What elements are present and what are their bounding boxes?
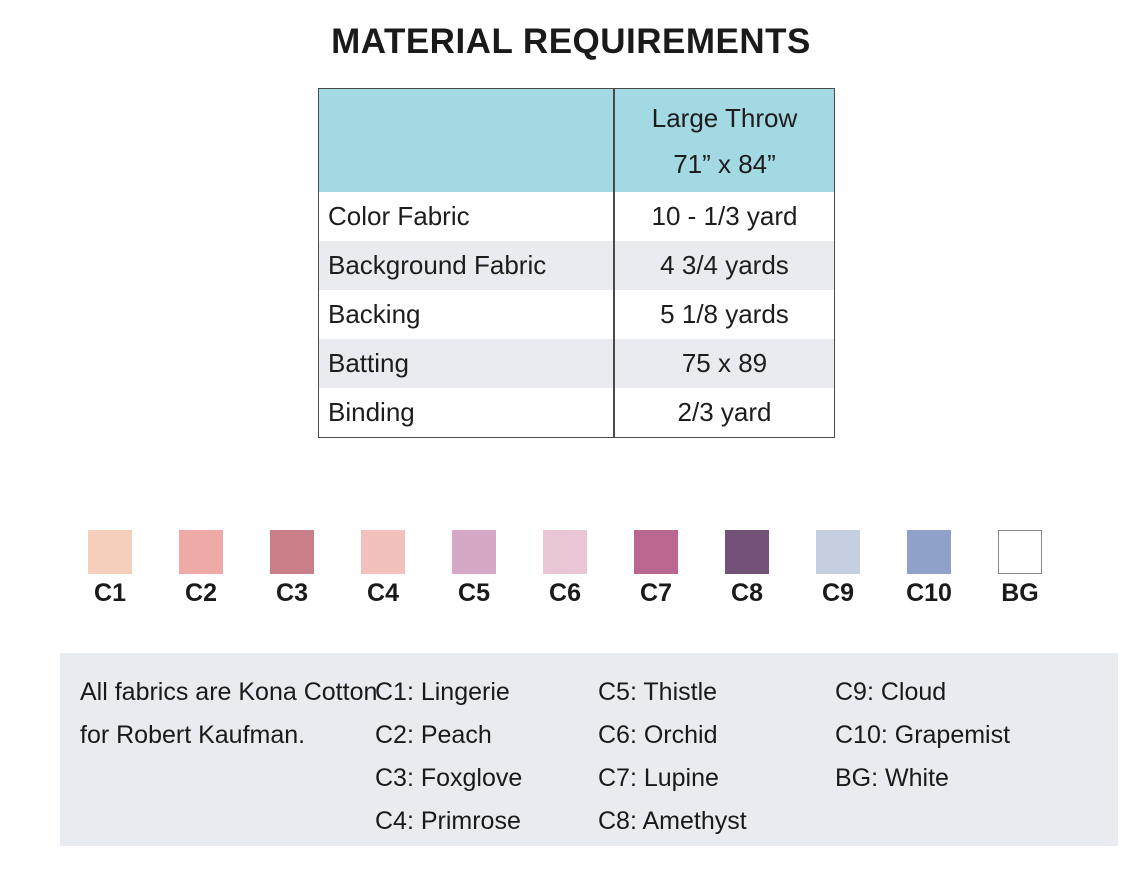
legend-column-2: C5: Thistle C6: Orchid C7: Lupine C8: Am… [598, 671, 747, 843]
row-value: 4 3/4 yards [613, 241, 834, 290]
fabric-legend-panel: All fabrics are Kona Cotton for Robert K… [60, 653, 1118, 846]
legend-column-1: C1: Lingerie C2: Peach C3: Foxglove C4: … [375, 671, 522, 843]
swatch-c10: C10 [906, 530, 952, 608]
legend-note: All fabrics are Kona Cotton for Robert K… [80, 678, 378, 749]
page-title: MATERIAL REQUIREMENTS [331, 22, 811, 61]
swatch-c4: C4 [361, 530, 405, 608]
swatch-c8: C8 [725, 530, 769, 608]
table-header-row: Large Throw 71” x 84” [319, 89, 834, 192]
swatch-color-c1 [88, 530, 132, 574]
row-label: Binding [328, 397, 415, 427]
swatch-color-c2 [179, 530, 223, 574]
row-value: 5 1/8 yards [613, 290, 834, 339]
swatch-label: C8 [731, 579, 763, 607]
swatch-label: C7 [640, 579, 672, 607]
swatch-label: C3 [276, 579, 308, 607]
swatch-color-c8 [725, 530, 769, 574]
swatch-label: C9 [822, 579, 854, 607]
swatch-color-c9 [816, 530, 860, 574]
table-header-size-cell: Large Throw 71” x 84” [613, 89, 834, 192]
legend-entry: C6: Orchid [598, 721, 718, 749]
swatch-label: C1 [94, 579, 126, 607]
legend-entry: C5: Thistle [598, 678, 718, 706]
table-row: Color Fabric 10 - 1/3 yard [319, 192, 834, 241]
legend-entry: C10: Grapemist [835, 721, 1011, 749]
row-value: 75 x 89 [613, 339, 834, 388]
swatch-c2: C2 [179, 530, 223, 608]
swatch-c5: C5 [452, 530, 496, 608]
swatch-label: C4 [367, 579, 399, 607]
legend-entry: BG: White [835, 764, 949, 792]
swatch-color-c7 [634, 530, 678, 574]
swatch-color-c5 [452, 530, 496, 574]
swatch-c6: C6 [543, 530, 587, 608]
row-label: Backing [328, 299, 421, 329]
legend-entry: C7: Lupine [598, 764, 719, 792]
row-label: Batting [328, 348, 409, 378]
row-label: Color Fabric [328, 201, 470, 231]
materials-table: Large Throw 71” x 84” Color Fabric 10 - … [318, 88, 835, 438]
row-value: 10 - 1/3 yard [613, 192, 834, 241]
swatch-label: BG [1001, 579, 1039, 607]
swatch-color-c6 [543, 530, 587, 574]
swatch-label: C6 [549, 579, 581, 607]
swatch-c1: C1 [88, 530, 132, 608]
swatch-c7: C7 [634, 530, 678, 608]
swatch-bg: BG [998, 530, 1042, 608]
swatch-c3: C3 [270, 530, 314, 608]
legend-entry: C9: Cloud [835, 678, 947, 706]
swatch-label: C2 [185, 579, 217, 607]
table-row: Backing 5 1/8 yards [319, 290, 834, 339]
swatch-label: C10 [906, 579, 952, 607]
swatch-color-c4 [361, 530, 405, 574]
table-row: Background Fabric 4 3/4 yards [319, 241, 834, 290]
swatch-c9: C9 [816, 530, 860, 608]
legend-entry: C2: Peach [375, 721, 492, 749]
swatch-color-c10 [907, 530, 951, 574]
table-row: Batting 75 x 89 [319, 339, 834, 388]
swatch-color-bg [998, 530, 1042, 574]
table-row: Binding 2/3 yard [319, 388, 834, 437]
size-dimensions: 71” x 84” [673, 148, 776, 179]
row-label: Background Fabric [328, 250, 547, 280]
swatch-color-c3 [270, 530, 314, 574]
legend-entry: C4: Primrose [375, 807, 521, 835]
legend-entry: C8: Amethyst [598, 807, 747, 835]
size-name: Large Throw [651, 102, 798, 133]
swatch-label: C5 [458, 579, 490, 607]
fabric-swatch-row: C1 C2 C3 C4 C5 C6 C7 C8 [88, 530, 1042, 608]
legend-column-3: C9: Cloud C10: Grapemist BG: White [835, 671, 1010, 800]
legend-entry: C3: Foxglove [375, 764, 523, 792]
legend-entry: C1: Lingerie [375, 678, 510, 706]
table-header-empty-cell [319, 89, 613, 192]
row-value: 2/3 yard [613, 388, 834, 437]
